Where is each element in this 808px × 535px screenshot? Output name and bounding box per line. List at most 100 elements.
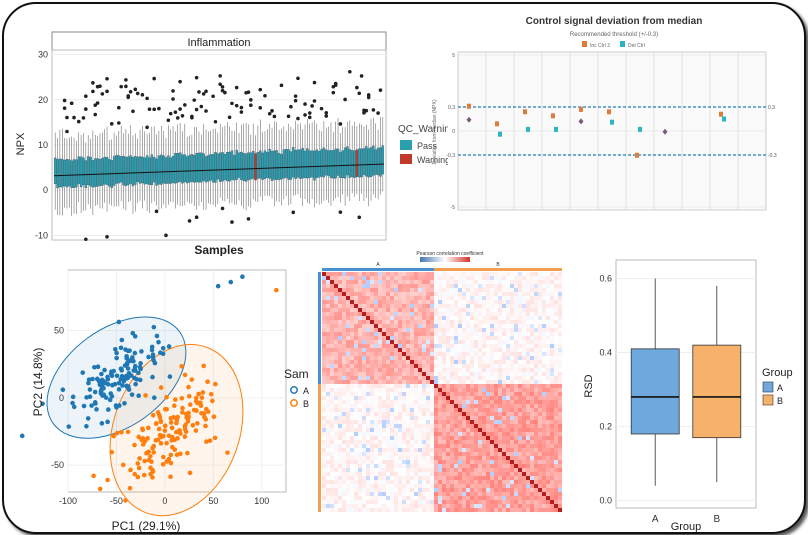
heatmap-cell [354,452,359,457]
heatmap-cell [470,504,475,509]
heatmap-cell [382,412,387,417]
heatmap-cell [438,340,443,345]
heatmap-cell [546,400,551,405]
heatmap-cell [354,428,359,433]
heatmap-cell [406,412,411,417]
heatmap-cell [538,280,543,285]
pca-point-a [98,389,104,394]
heatmap-cell [338,296,343,301]
outlier-point [135,91,140,96]
heatmap-cell [494,312,499,317]
heatmap-cell [438,304,443,309]
heatmap-cell [526,460,531,465]
heatmap-cell [426,284,431,289]
heatmap-cell [398,336,403,341]
heatmap-cell [402,460,407,465]
heatmap-cell [414,492,419,497]
heatmap-cell [346,316,351,321]
heatmap-cell [466,340,471,345]
heatmap-cell [558,328,563,333]
heatmap-cell [422,276,427,281]
outlier-point [293,98,298,103]
heatmap-cell [422,424,427,429]
heatmap-cell [402,408,407,413]
outlier-point [267,111,272,116]
heatmap-cell [330,340,335,345]
heatmap-cell [430,344,435,349]
heatmap-cell [386,284,391,289]
heatmap-cell [322,376,327,381]
heatmap-cell [458,400,463,405]
heatmap-cell [454,364,459,369]
sample-box [244,153,248,182]
heatmap-cell [410,320,415,325]
heatmap-cell [410,300,415,305]
heatmap-cell [386,316,391,321]
heatmap-cell [370,436,375,441]
heatmap-cell [486,500,491,505]
outlier-point [72,115,76,120]
heatmap-cell [362,416,367,421]
heatmap-cell [542,364,547,369]
heatmap-cell [450,476,455,481]
heatmap-cell [366,408,371,413]
sample-box [362,148,366,175]
heatmap-cell [450,420,455,425]
heatmap-cell [462,396,467,401]
heatmap-cell [538,324,543,329]
heatmap-cell [486,308,491,313]
heatmap-cell [394,292,399,297]
heatmap-cell [470,480,475,485]
heatmap-cell [486,380,491,385]
outlier-point [147,107,152,111]
heatmap-cell [462,496,467,501]
heatmap-cell [474,468,479,473]
heatmap-cell [470,344,475,349]
heatmap-cell [354,456,359,461]
heatmap-cell [470,292,475,297]
heatmap-cell [326,416,331,421]
heatmap-cell [478,456,483,461]
heatmap-cell [506,284,511,289]
heatmap-cell [446,276,451,281]
heatmap-cell [462,424,467,429]
outlier-point [289,104,293,109]
heatmap-cell [450,304,455,309]
heatmap-cell [426,280,431,285]
heatmap-cell [458,496,463,501]
heatmap-cell [350,500,355,505]
heatmap-cell [514,464,519,469]
pca-point-a [99,377,105,383]
heatmap-cell [354,476,359,481]
pca-point-a [109,393,115,399]
heatmap-cell [506,492,511,497]
heatmap-cell [506,360,511,365]
heatmap-cell [482,344,487,349]
heatmap-cell [330,388,335,393]
heatmap-cell [370,492,375,497]
heatmap-cell [446,388,451,393]
heatmap-cell [366,496,371,501]
heatmap-cell [422,312,427,317]
heatmap-cell [458,412,463,417]
heatmap-cell [366,464,371,469]
heatmap-cell [430,324,435,329]
heatmap-cell [442,368,447,373]
heatmap-cell [510,472,515,477]
heatmap-cell [546,280,551,285]
heatmap-cell [478,496,483,501]
heatmap-cell [378,300,383,305]
heatmap-cell [466,300,471,305]
heatmap-cell [418,464,423,469]
heatmap-cell [514,492,519,497]
heatmap-cell [486,416,491,421]
heatmap-cell [394,288,399,293]
heatmap-cell [330,508,335,513]
heatmap-cell [470,332,475,337]
heatmap-cell [462,384,467,389]
heatmap-cell [382,312,387,317]
heatmap-cell [358,412,363,417]
heatmap-cell [470,320,475,325]
heatmap-cell [470,472,475,477]
heatmap-cell [522,484,527,489]
